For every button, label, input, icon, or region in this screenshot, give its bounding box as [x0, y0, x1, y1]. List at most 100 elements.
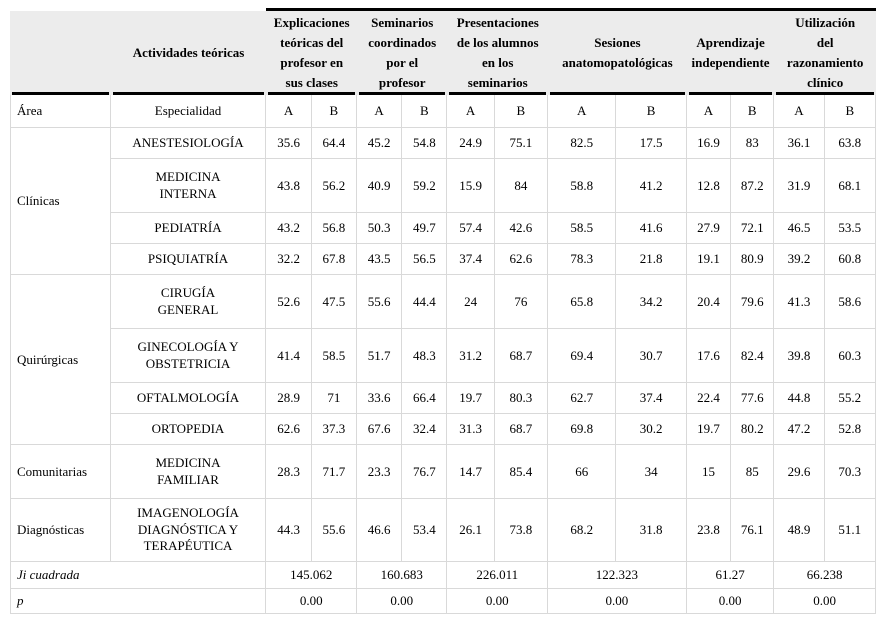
value-cell: 40.9 [356, 159, 403, 213]
specialty-cell: PSIQUIATRÍA [110, 244, 267, 275]
value-cell: 55.6 [311, 499, 357, 562]
ab-column-header: A [774, 95, 825, 128]
stat-value-cell: 0.00 [548, 589, 687, 614]
specialty-cell: ANESTESIOLOGÍA [110, 128, 267, 159]
value-cell: 44.3 [266, 499, 312, 562]
ab-column-header: A [686, 95, 732, 128]
specialty-cell: GINECOLOGÍA Y OBSTETRICIA [110, 329, 267, 383]
value-cell: 31.2 [447, 329, 495, 383]
ab-column-header: A [548, 95, 617, 128]
table-row: ORTOPEDIA 62.6 37.3 67.6 32.4 31.3 68.7 69.8 30.… [10, 414, 876, 445]
value-cell: 32.4 [402, 414, 448, 445]
value-cell: 44.4 [402, 275, 448, 329]
stat-value-cell: 0.00 [356, 589, 448, 614]
value-cell: 55.6 [356, 275, 403, 329]
value-cell: 85 [731, 445, 775, 499]
area-cell: Clínicas [10, 128, 111, 275]
value-cell: 62.6 [494, 244, 549, 275]
ab-column-header: B [824, 95, 876, 128]
value-cell: 78.3 [548, 244, 617, 275]
value-cell: 58.5 [311, 329, 357, 383]
value-cell: 22.4 [686, 383, 732, 414]
value-cell: 49.7 [402, 213, 448, 244]
value-cell: 41.2 [616, 159, 687, 213]
value-cell: 65.8 [548, 275, 617, 329]
results-table: Actividades teóricas Explicaciones teóric… [10, 8, 876, 614]
value-cell: 83 [731, 128, 775, 159]
value-cell: 82.4 [731, 329, 775, 383]
stat-value-cell: 160.683 [356, 562, 448, 589]
value-cell: 17.6 [686, 329, 732, 383]
value-cell: 68.7 [494, 414, 549, 445]
stat-value-cell: 226.011 [447, 562, 549, 589]
specialty-cell: ORTOPEDIA [110, 414, 267, 445]
value-cell: 76.7 [402, 445, 448, 499]
value-cell: 43.8 [266, 159, 312, 213]
value-cell: 85.4 [494, 445, 549, 499]
value-cell: 19.7 [686, 414, 732, 445]
value-cell: 34.2 [616, 275, 687, 329]
area-cell: Quirúrgicas [10, 275, 111, 445]
value-cell: 41.6 [616, 213, 687, 244]
value-cell: 17.5 [616, 128, 687, 159]
value-cell: 23.8 [686, 499, 732, 562]
value-cell: 24 [447, 275, 495, 329]
value-cell: 80.2 [731, 414, 775, 445]
value-cell: 46.6 [356, 499, 403, 562]
specialty-cell: OFTALMOLOGÍA [110, 383, 267, 414]
especialidad-column-header: Especialidad [110, 95, 267, 128]
col-group-header [10, 8, 111, 95]
table-row: MEDICINA INTERNA 43.8 56.2 40.9 59.2 15.9 84 58… [10, 159, 876, 213]
specialty-cell: MEDICINA INTERNA [110, 159, 267, 213]
value-cell: 41.3 [774, 275, 825, 329]
value-cell: 67.6 [356, 414, 403, 445]
value-cell: 24.9 [447, 128, 495, 159]
value-cell: 75.1 [494, 128, 549, 159]
value-cell: 77.6 [731, 383, 775, 414]
value-cell: 43.5 [356, 244, 403, 275]
value-cell: 31.9 [774, 159, 825, 213]
value-cell: 72.1 [731, 213, 775, 244]
ab-column-header: B [311, 95, 357, 128]
value-cell: 45.2 [356, 128, 403, 159]
value-cell: 66 [548, 445, 617, 499]
col-group-header: Sesiones anatomopatológicas [548, 8, 687, 95]
table-body: Clínicas ANESTESIOLOGÍA 35.6 64.4 45.2 54.8 24… [10, 128, 876, 562]
value-cell: 68.7 [494, 329, 549, 383]
value-cell: 51.7 [356, 329, 403, 383]
value-cell: 44.8 [774, 383, 825, 414]
table-row: Clínicas ANESTESIOLOGÍA 35.6 64.4 45.2 54.8 24… [10, 128, 876, 275]
value-cell: 31.8 [616, 499, 687, 562]
specialty-cell: MEDICINA FAMILIAR [110, 445, 267, 499]
table-row: Ji cuadrada 145.062 160.683 226.011 122.323 6… [10, 562, 876, 589]
stat-value-cell: 0.00 [686, 589, 775, 614]
value-cell: 76 [494, 275, 549, 329]
value-cell: 68.2 [548, 499, 617, 562]
value-cell: 73.8 [494, 499, 549, 562]
table-row: GINECOLOGÍA Y OBSTETRICIA 41.4 58.5 51.7 48.… [10, 329, 876, 383]
value-cell: 62.6 [266, 414, 312, 445]
value-cell: 63.8 [824, 128, 876, 159]
stat-label-cell: Ji cuadrada [10, 562, 267, 589]
table-header: Actividades teóricas Explicaciones teóric… [10, 8, 876, 128]
value-cell: 31.3 [447, 414, 495, 445]
ab-column-header: B [494, 95, 549, 128]
ab-column-header: B [731, 95, 775, 128]
table-row: PEDIATRÍA 43.2 56.8 50.3 49.7 57.4 42.6 58.5 41.… [10, 213, 876, 244]
col-group-header: Presentaciones de los alumnos en los sem… [447, 8, 549, 95]
value-cell: 14.7 [447, 445, 495, 499]
value-cell: 28.9 [266, 383, 312, 414]
value-cell: 28.3 [266, 445, 312, 499]
table-row: Actividades teóricas Explicaciones teóric… [10, 8, 876, 95]
value-cell: 54.8 [402, 128, 448, 159]
value-cell: 87.2 [731, 159, 775, 213]
stat-label-cell: p [10, 589, 267, 614]
value-cell: 59.2 [402, 159, 448, 213]
value-cell: 56.5 [402, 244, 448, 275]
value-cell: 21.8 [616, 244, 687, 275]
value-cell: 58.5 [548, 213, 617, 244]
value-cell: 29.6 [774, 445, 825, 499]
ab-column-header: A [447, 95, 495, 128]
value-cell: 58.8 [548, 159, 617, 213]
area-column-header: Área [10, 95, 111, 128]
